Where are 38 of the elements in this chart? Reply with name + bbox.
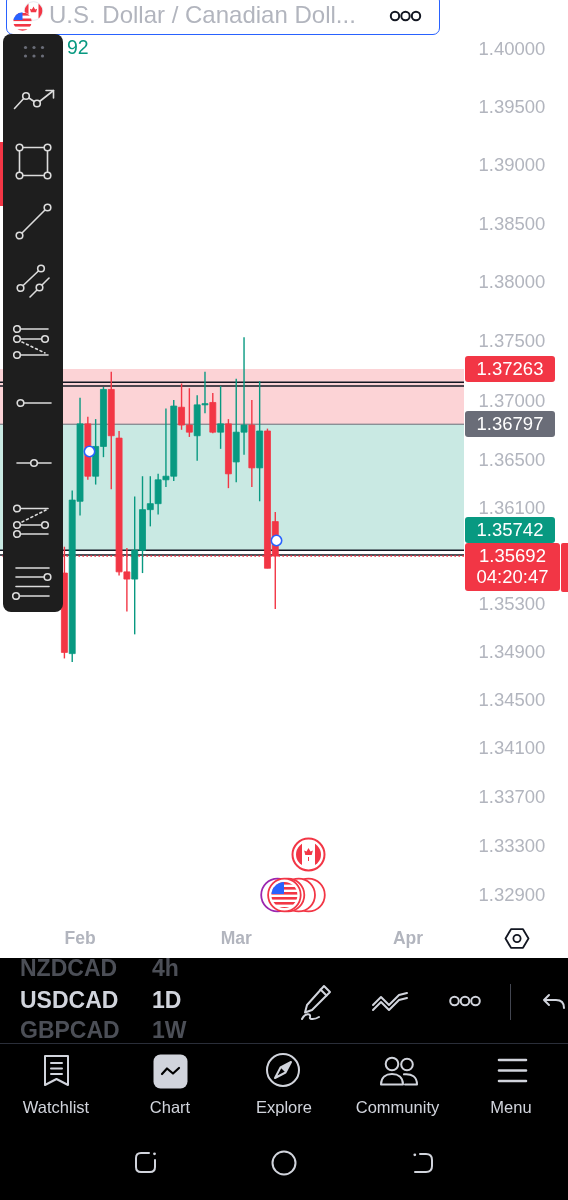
text: Explore [256, 1098, 312, 1118]
text: 1W [152, 1017, 187, 1045]
text: 04:20:47 [476, 566, 549, 589]
y-tick-label: 1.37500 [478, 330, 546, 352]
y-tick-label: 1.40000 [478, 37, 546, 59]
band-label: 1.37263 [476, 356, 544, 381]
y-tick-label: 1.35300 [478, 592, 546, 614]
ref-line-label: 1.35692 [479, 544, 546, 569]
text: Menu [490, 1098, 532, 1118]
y-tick-label: 1.34100 [478, 737, 546, 759]
chart-title: U.S. Dollar / Canadian Doll... [49, 1, 356, 30]
text: GBPCAD [20, 1017, 120, 1045]
candlestick [217, 385, 225, 450]
text: 1D [152, 987, 182, 1015]
ref-line-label: 1.36797 [476, 412, 544, 437]
y-tick-label: 1.39500 [478, 95, 546, 117]
text: Community [355, 1098, 440, 1118]
y-tick-label: 1.32900 [478, 883, 546, 905]
y-tick-label: 1.39000 [478, 154, 546, 176]
band-label: 1.35742 [476, 517, 544, 542]
y-tick-label: 1.34500 [478, 688, 546, 710]
text: USDCAD [20, 987, 119, 1015]
y-tick-label: 1.36100 [478, 496, 546, 518]
y-tick-label: 1.34900 [478, 640, 546, 662]
y-tick-label: 1.33300 [478, 834, 546, 856]
x-tick-label: Feb [64, 927, 96, 948]
y-tick-label: 1.38500 [478, 212, 546, 234]
y-tick-label: 1.36500 [478, 449, 546, 471]
y-tick-label: 1.33700 [478, 785, 546, 807]
x-tick-label: Mar [220, 927, 252, 948]
text: NZDCAD [20, 955, 118, 983]
text: Watchlist [22, 1098, 90, 1118]
y-tick-label: 1.37000 [478, 389, 546, 411]
text: 4h [152, 955, 179, 983]
x-tick-label: Apr [392, 927, 424, 948]
text: Chart [149, 1098, 191, 1118]
y-tick-label: 1.38000 [478, 271, 546, 293]
chart-subtitle: 92 [67, 35, 89, 60]
